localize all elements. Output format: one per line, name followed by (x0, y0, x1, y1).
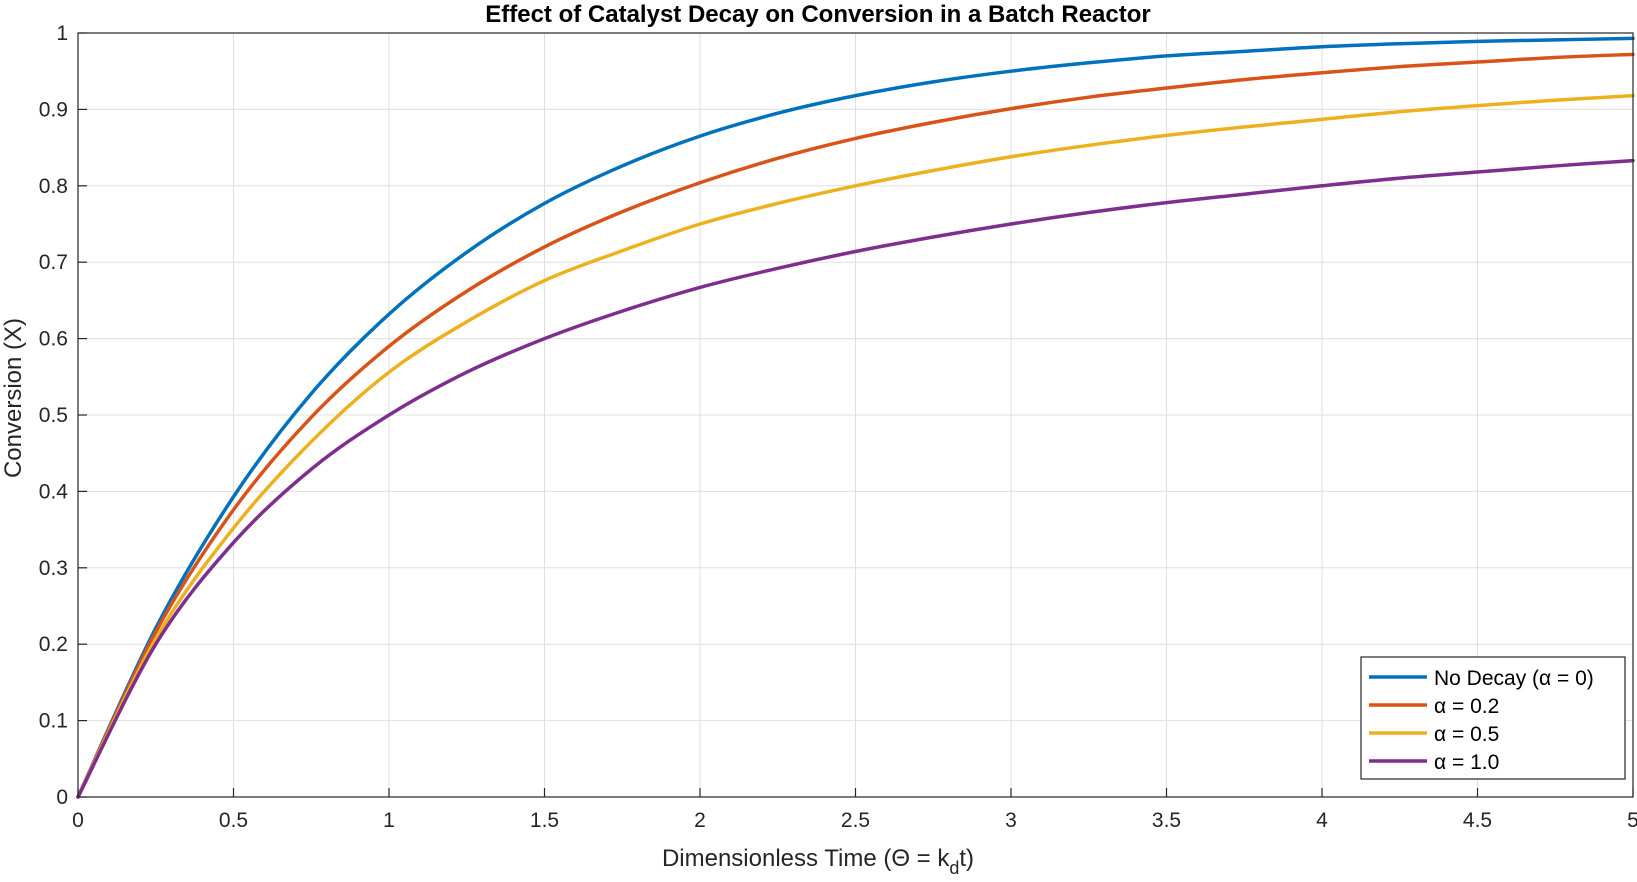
x-tick-label: 0.5 (219, 809, 248, 832)
legend-label: α = 1.0 (1434, 751, 1499, 774)
legend: No Decay (α = 0) α = 0.2 α = 0.5 α = 1.0 (1360, 656, 1626, 780)
x-axis-label: Dimensionless Time (Θ = kdt) (662, 845, 974, 878)
x-tick-label: 4.5 (1463, 809, 1492, 832)
x-tick-label: 1.5 (530, 809, 559, 832)
series-line-1 (76, 52, 1635, 799)
x-tick-label: 0 (72, 809, 84, 832)
legend-label: α = 0.5 (1434, 723, 1499, 746)
x-axis-label-tail: t) (959, 845, 974, 872)
y-tick-label: 0.6 (39, 328, 68, 351)
series-line-0 (76, 36, 1635, 799)
x-axis-label-subscript: d (949, 858, 959, 878)
series-line-2 (76, 93, 1635, 799)
x-tick-label: 2.5 (841, 809, 870, 832)
y-tick-label: 0.8 (39, 175, 68, 198)
y-tick-label: 0.1 (39, 710, 68, 733)
series-lines (76, 36, 1635, 799)
y-tick-label: 0.7 (39, 251, 68, 274)
legend-label: No Decay (α = 0) (1434, 667, 1594, 690)
x-tick-label: 5 (1627, 809, 1637, 832)
y-axis-label: Conversion (X) (0, 318, 27, 478)
x-tick-label: 3 (1005, 809, 1017, 832)
axis-ticks: 0 0.5 1 1.5 2 2.5 3 3.5 4 4.5 5 0 0.1 0.2 0.3 0.4 0.5 0.6… (39, 22, 1637, 832)
x-tick-label: 4 (1316, 809, 1328, 832)
legend-label: α = 0.2 (1434, 695, 1499, 718)
x-tick-label: 1 (383, 809, 395, 832)
y-tick-label: 0.2 (39, 633, 68, 656)
y-tick-label: 0.4 (39, 480, 69, 503)
chart-title: Effect of Catalyst Decay on Conversion i… (485, 1, 1151, 28)
y-tick-label: 0.3 (39, 557, 68, 580)
y-tick-label: 0.9 (39, 98, 68, 121)
x-tick-label: 3.5 (1152, 809, 1181, 832)
y-tick-label: 0.5 (39, 404, 68, 427)
series-line-3 (76, 158, 1635, 799)
y-tick-label: 0 (56, 786, 68, 809)
y-tick-label: 1 (56, 22, 68, 45)
x-axis-label-main: Dimensionless Time (Θ = k (662, 845, 950, 872)
x-tick-label: 2 (694, 809, 706, 832)
